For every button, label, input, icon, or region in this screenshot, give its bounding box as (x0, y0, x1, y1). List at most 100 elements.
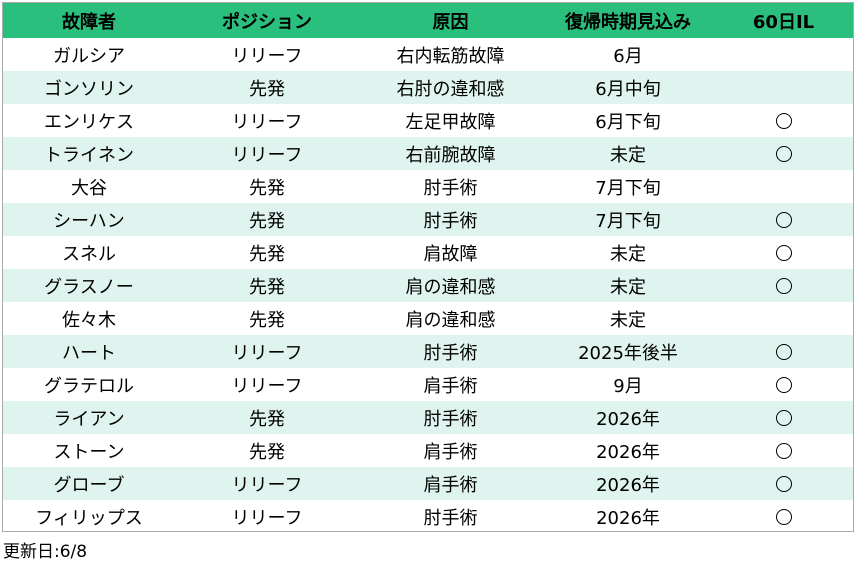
table-row: フィリップス リリーフ 肘手術 2026年 (3, 500, 853, 533)
cell-position: 先発 (175, 269, 359, 302)
cell-return: 2026年 (596, 507, 660, 529)
cell-il60 (714, 38, 853, 71)
circle-mark-icon (775, 245, 792, 261)
table-row: トライネン リリーフ 右前腕故障 未定 (3, 137, 853, 170)
circle-mark-icon (775, 278, 792, 294)
cell-return: 6月 (613, 45, 643, 67)
cell-name: シーハン (3, 203, 175, 236)
table-row: スネル 先発 肩故障 未定 (3, 236, 853, 269)
cell-position: リリーフ (231, 375, 303, 397)
cell-il60 (714, 170, 853, 203)
table-row: エンリケス リリーフ 左足甲故障 6月下旬 (3, 104, 853, 137)
cell-name: エンリケス (44, 111, 134, 133)
cell-cause: 肘手術 (423, 177, 478, 199)
cell-return: 6月中旬 (542, 71, 714, 104)
cell-name: フィリップス (35, 507, 143, 529)
cell-position: 先発 (249, 243, 285, 265)
table-row: 佐々木 先発 肩の違和感 未定 (3, 302, 853, 335)
cell-il60 (714, 401, 853, 434)
cell-cause: 肘手術 (423, 507, 478, 529)
table-row: ストーン 先発 肩手術 2026年 (3, 434, 853, 467)
cell-position: 先発 (175, 71, 359, 104)
cell-return: 7月下旬 (542, 203, 714, 236)
cell-il60 (714, 137, 853, 170)
cell-position: リリーフ (175, 335, 359, 368)
cell-name: 大谷 (71, 177, 107, 199)
header-il60: 60日IL (714, 3, 853, 38)
circle-mark-icon (775, 410, 792, 426)
circle-mark-icon (775, 509, 792, 525)
cell-name: グラスノー (3, 269, 175, 302)
circle-mark-icon (775, 212, 792, 228)
circle-mark-icon (775, 443, 792, 459)
cell-cause: 右肘の違和感 (359, 71, 542, 104)
cell-il60 (714, 335, 853, 368)
cell-position: 先発 (175, 203, 359, 236)
table-row: グラスノー 先発 肩の違和感 未定 (3, 269, 853, 302)
cell-il60 (714, 71, 853, 104)
cell-name: ライアン (3, 401, 175, 434)
cell-il60 (714, 236, 853, 269)
cell-cause: 肩故障 (423, 243, 478, 265)
header-position: ポジション (175, 3, 359, 38)
injury-list-table: 故障者 ポジション 原因 復帰時期見込み 60日IL ガルシア リリーフ 右内転筋故… (3, 3, 853, 533)
cell-return: 未定 (542, 269, 714, 302)
header-return: 復帰時期見込み (542, 3, 714, 38)
cell-name: ゴンソリン (3, 71, 175, 104)
cell-position: リリーフ (231, 111, 303, 133)
table-row: ハート リリーフ 肘手術 2025年後半 (3, 335, 853, 368)
cell-cause: 肩の違和感 (405, 309, 496, 331)
table-body: ガルシア リリーフ 右内転筋故障 6月 ゴンソリン 先発 右肘の違和感 6月中旬 エンリケス リリ… (3, 38, 853, 533)
header-name: 故障者 (3, 3, 175, 38)
cell-cause: 右内転筋故障 (396, 45, 505, 67)
cell-return: 2025年後半 (542, 335, 714, 368)
cell-return: 2026年 (596, 441, 660, 463)
cell-position: リリーフ (231, 507, 303, 529)
cell-name: ハート (3, 335, 175, 368)
cell-position: 先発 (249, 177, 285, 199)
cell-return: 6月下旬 (595, 111, 661, 133)
cell-il60 (714, 500, 853, 533)
cell-position: 先発 (249, 441, 285, 463)
cell-return: 未定 (610, 243, 646, 265)
cell-return: 2026年 (542, 401, 714, 434)
circle-mark-icon (775, 146, 792, 162)
cell-il60 (714, 203, 853, 236)
updated-date: 更新日:6/8 (3, 542, 88, 562)
cell-position: リリーフ (231, 45, 303, 67)
table-row: グラテロル リリーフ 肩手術 9月 (3, 368, 853, 401)
cell-name: トライネン (3, 137, 175, 170)
cell-cause: 肩手術 (423, 375, 478, 397)
table-row: ゴンソリン 先発 右肘の違和感 6月中旬 (3, 71, 853, 104)
table-row: グローブ リリーフ 肩手術 2026年 (3, 467, 853, 500)
cell-name: 佐々木 (62, 309, 116, 331)
injury-list-table-container: 故障者 ポジション 原因 復帰時期見込み 60日IL ガルシア リリーフ 右内転筋故… (2, 2, 854, 532)
circle-mark-icon (775, 113, 792, 129)
cell-name: グラテロル (44, 375, 134, 397)
cell-return: 7月下旬 (595, 177, 661, 199)
cell-il60 (714, 467, 853, 500)
cell-cause: 肩手術 (359, 467, 542, 500)
cell-cause: 左足甲故障 (405, 111, 496, 133)
circle-mark-icon (775, 344, 792, 360)
cell-cause: 肩の違和感 (359, 269, 542, 302)
cell-return: 9月 (613, 375, 643, 397)
cell-cause: 肩手術 (423, 441, 478, 463)
cell-il60 (714, 434, 853, 467)
cell-position: リリーフ (175, 467, 359, 500)
cell-return: 2026年 (542, 467, 714, 500)
circle-mark-icon (775, 377, 792, 393)
cell-position: 先発 (249, 309, 285, 331)
cell-name: グローブ (3, 467, 175, 500)
cell-name: ガルシア (53, 45, 125, 67)
table-row: 大谷 先発 肘手術 7月下旬 (3, 170, 853, 203)
header-cause: 原因 (359, 3, 542, 38)
cell-cause: 肘手術 (359, 203, 542, 236)
header-row: 故障者 ポジション 原因 復帰時期見込み 60日IL (3, 3, 853, 38)
cell-name: ストーン (53, 441, 125, 463)
cell-il60 (714, 104, 853, 137)
cell-il60 (714, 269, 853, 302)
cell-position: 先発 (175, 401, 359, 434)
cell-il60 (714, 368, 853, 401)
cell-cause: 右前腕故障 (359, 137, 542, 170)
